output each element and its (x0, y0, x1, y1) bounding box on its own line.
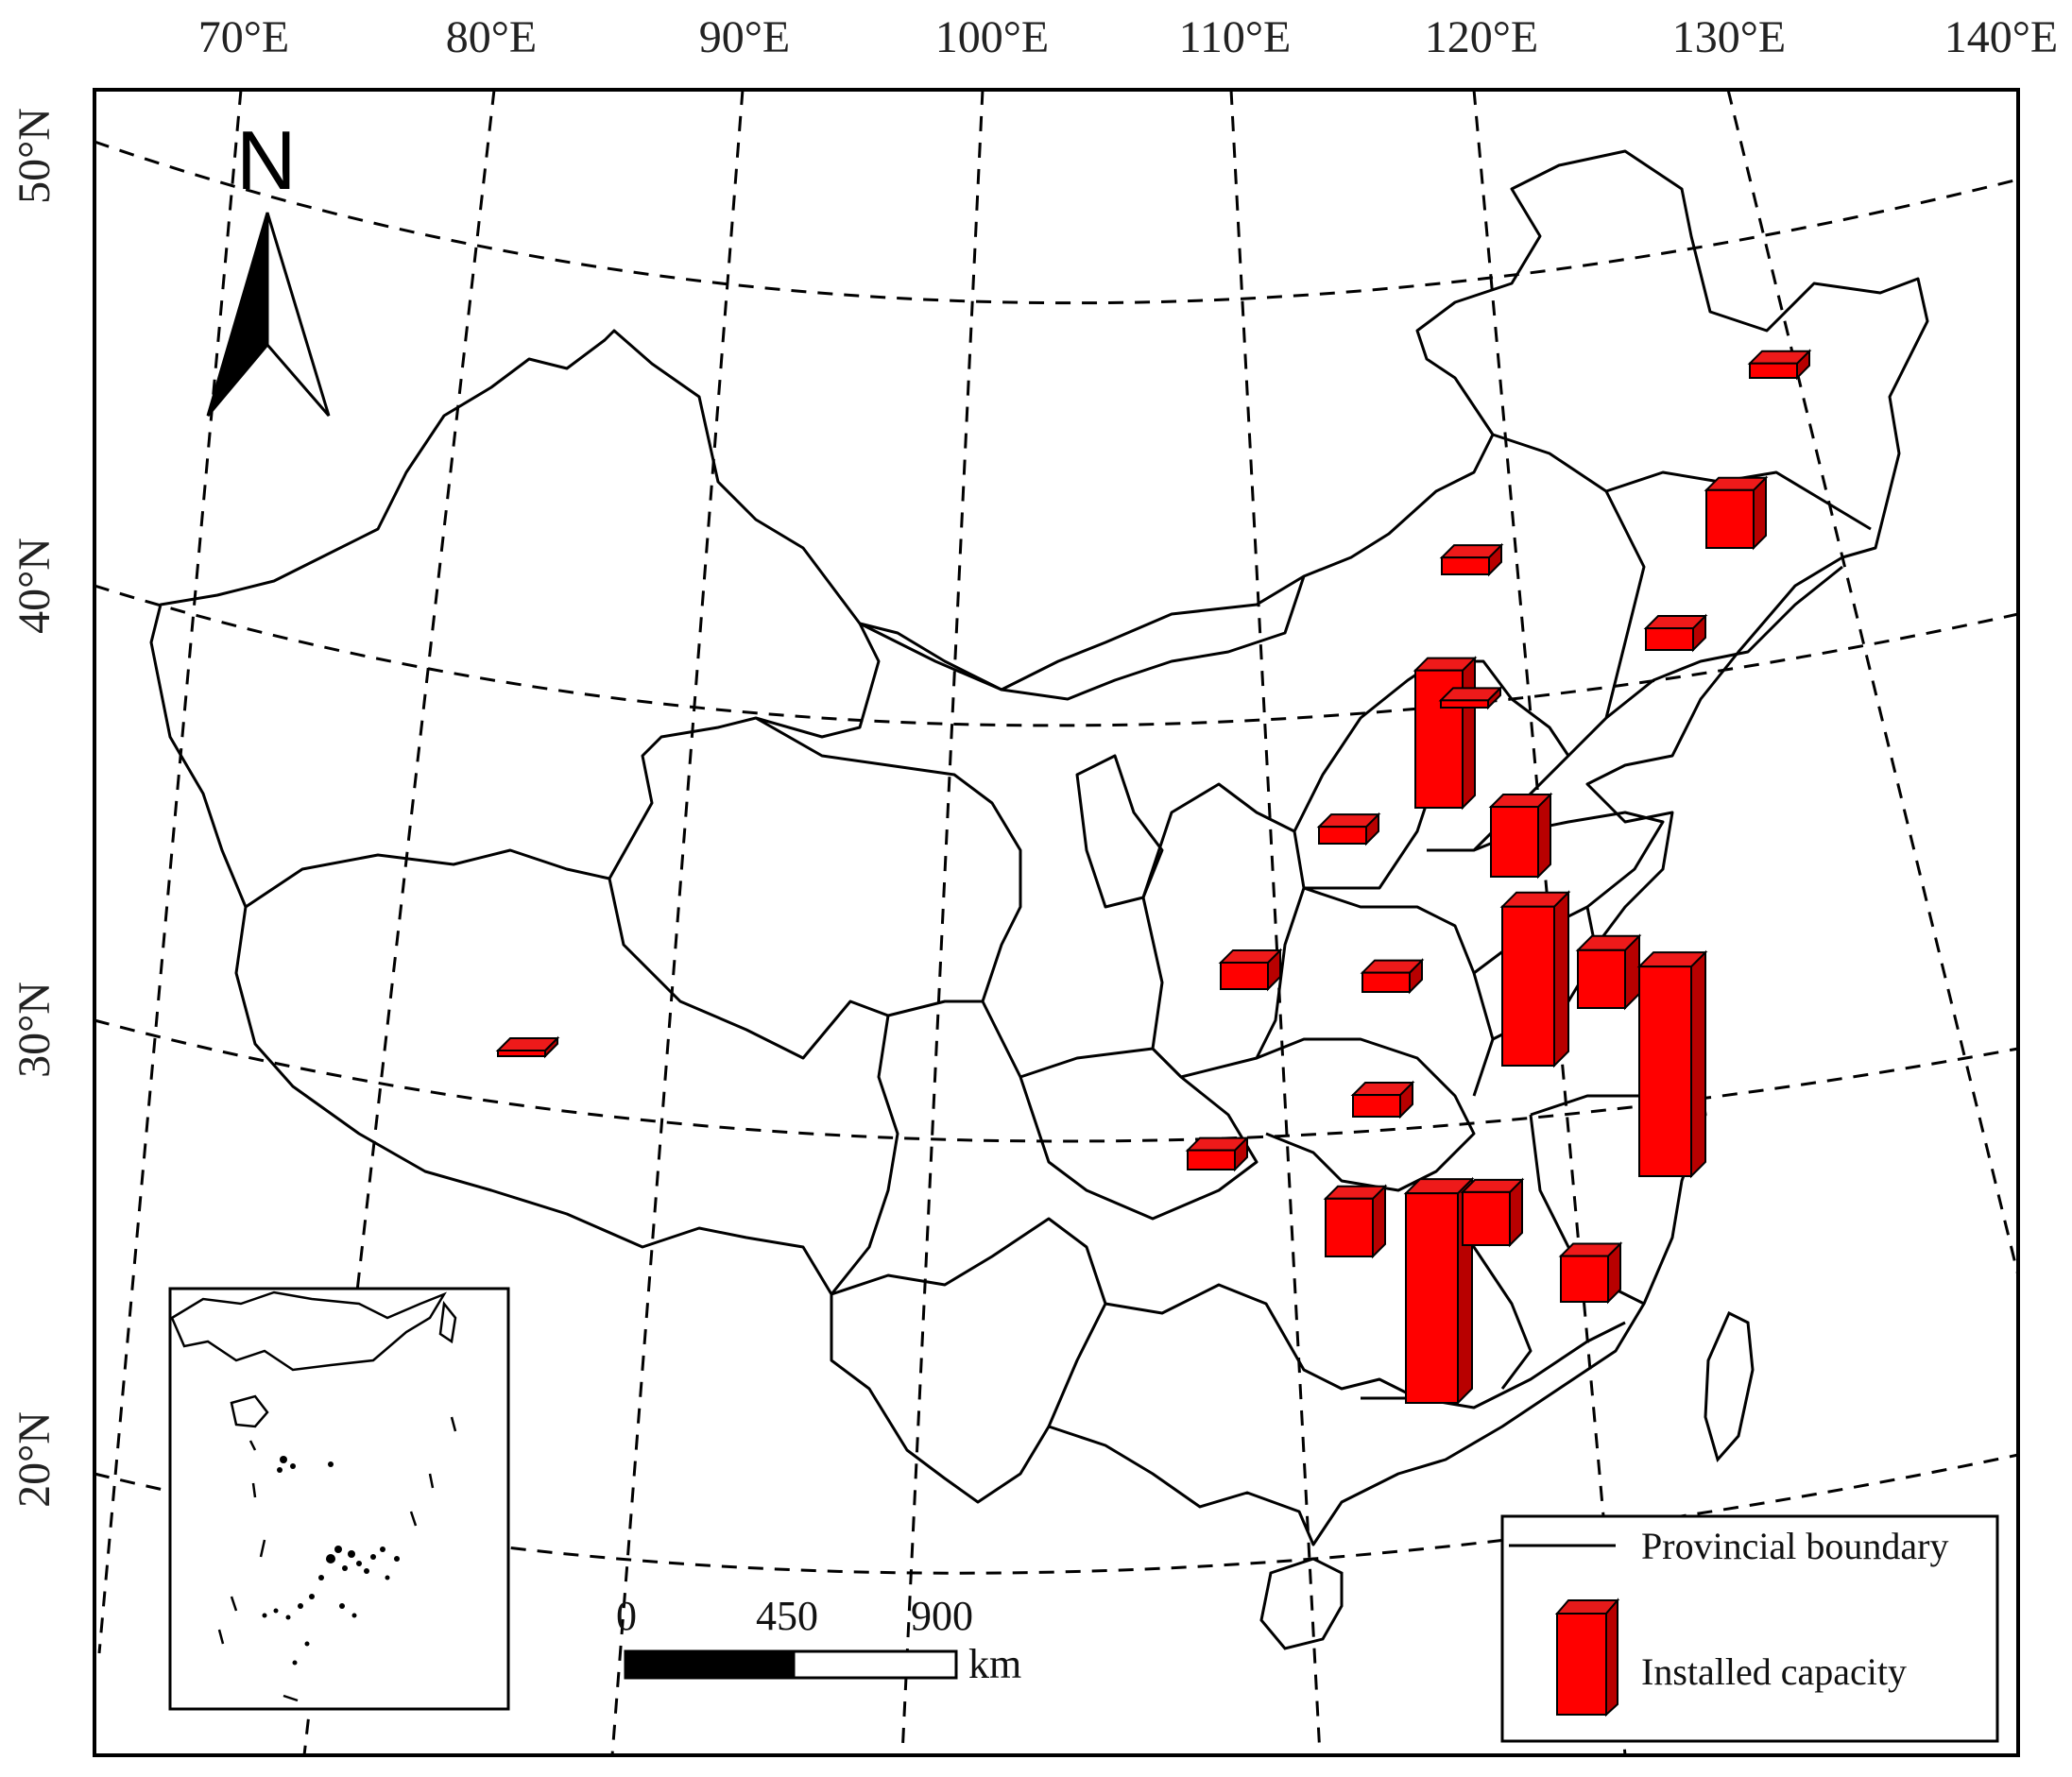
scale-label-450: 450 (756, 1593, 818, 1639)
scale-bar-white (792, 1649, 958, 1680)
meridian-130e (1726, 89, 2020, 1276)
capacity-bar-fujian (1558, 1241, 1623, 1305)
latitude-labels: 50°N 40°N 30°N 20°N (9, 108, 60, 1508)
meridian-120e (1472, 89, 1627, 1756)
boundary-tibet-sichuan (830, 1015, 899, 1295)
boundary-gansu-innermongolia (859, 622, 1002, 692)
boundary-jilin-liaoning (1567, 565, 1843, 758)
capacity-bar-jiangxi-east (1460, 1177, 1525, 1248)
capacity-bar-sichuan-north (1218, 948, 1283, 992)
capacity-bar-heilongjiang-north (1747, 349, 1812, 381)
boundary-hubei-hunan (1256, 1037, 1476, 1192)
boundary-qinghai-sichuan (887, 1000, 1022, 1078)
capacity-bar-hebei (1488, 792, 1553, 880)
lat-label: 20°N (9, 1411, 60, 1508)
lon-label: 110°E (1179, 12, 1292, 62)
lon-label: 90°E (699, 12, 791, 62)
capacity-bar-inner-mongolia (1439, 542, 1504, 577)
capacity-bar-henan-west (1360, 958, 1425, 995)
scale-bar: 0 450 900 km (616, 1593, 1021, 1687)
lat-label: 30°N (9, 982, 60, 1078)
meridian-110e (1229, 89, 1322, 1756)
lon-label: 80°E (446, 12, 538, 62)
boundary-xinjiang-qinghai (608, 623, 881, 880)
legend-boundary-label: Provincial boundary (1641, 1525, 1949, 1567)
inset-coastline (170, 1290, 447, 1372)
boundary-ningxia (1075, 754, 1164, 909)
boundary-tibet-qinghai (608, 878, 889, 1060)
boundary-xinjiang-tibet (245, 848, 610, 909)
south-china-sea-inset (168, 1287, 510, 1711)
boundary-innermongolia-northeast (1492, 433, 1646, 719)
boundary-shaanxi (1141, 782, 1306, 1079)
boundary-innermongolia-south (1001, 574, 1305, 692)
hainan-island (1259, 1557, 1344, 1650)
lon-label: 70°E (198, 12, 290, 62)
lon-label: 130°E (1672, 12, 1787, 62)
capacity-bar-shanxi (1413, 656, 1478, 811)
taiwan-island (1704, 1310, 1755, 1463)
lat-label: 50°N (9, 108, 60, 204)
inset-islands (262, 1456, 400, 1666)
capacity-bar-tibet (495, 1035, 560, 1059)
lon-label: 120°E (1425, 12, 1539, 62)
longitude-labels: 70°E 80°E 90°E 100°E 110°E 120°E 130°E 1… (198, 12, 2059, 62)
scale-label-900: 900 (911, 1593, 973, 1639)
capacity-bar-shandong-jiangsu (1499, 890, 1571, 1068)
lon-label: 100°E (935, 12, 1050, 62)
north-arrow: N (206, 113, 331, 417)
boundary-sichuan-chongqing (1019, 1047, 1259, 1221)
boundary-hebei (1427, 659, 1570, 852)
meridian-100e (900, 89, 985, 1756)
parallel-50n (94, 140, 2019, 305)
lat-label: 40°N (9, 538, 60, 634)
legend-capacity-label: Installed capacity (1641, 1650, 1907, 1693)
capacity-bar-beijing (1438, 685, 1503, 710)
meridian-70e (97, 89, 243, 1654)
scale-label-0: 0 (616, 1593, 637, 1639)
scale-unit: km (968, 1641, 1021, 1687)
legend-capacity-swatch (1554, 1598, 1620, 1717)
inset-hainan (230, 1394, 269, 1428)
graticule (94, 89, 2020, 1756)
parallel-30n (94, 1018, 2019, 1143)
map-frame (93, 88, 2020, 1757)
lon-label: 140°E (1944, 12, 2059, 62)
meridian-90e (610, 89, 745, 1756)
north-arrow-right-half (265, 212, 331, 417)
capacity-bar-heilongjiang (1704, 475, 1769, 551)
capacity-bar-liaoning (1643, 613, 1708, 653)
capacity-bar-hubei (1350, 1080, 1415, 1119)
north-label: N (236, 113, 297, 207)
boundary-yunnan (831, 1217, 1107, 1427)
capacity-bars-layer (495, 349, 1812, 1406)
boundary-qinghai-gansu (755, 716, 1022, 1002)
parallel-40n (94, 584, 2019, 727)
inset-dashed-boundary (217, 1416, 457, 1702)
capacity-bar-hunan (1323, 1184, 1388, 1259)
country-outline (149, 149, 1929, 1546)
provincial-boundaries (149, 149, 1929, 1546)
meridian-80e (302, 89, 496, 1756)
capacity-bar-jiangsu-coast (1575, 933, 1642, 1011)
boundary-guizhou-guangxi (1104, 1283, 1418, 1400)
capacity-bar-zhejiang (1636, 949, 1708, 1179)
boundary-guangdong (1361, 1321, 1626, 1410)
inset-taiwan (438, 1300, 457, 1344)
capacity-bar-chongqing (1185, 1136, 1250, 1172)
legend: Provincial boundary Installed capacity (1500, 1514, 1999, 1743)
inset-frame (168, 1287, 510, 1711)
north-arrow-left-half (206, 212, 269, 417)
scale-bar-black (624, 1649, 796, 1680)
capacity-bar-jiangxi-guangdong (1403, 1176, 1475, 1406)
capacity-bar-shaanxi-north (1316, 812, 1381, 846)
